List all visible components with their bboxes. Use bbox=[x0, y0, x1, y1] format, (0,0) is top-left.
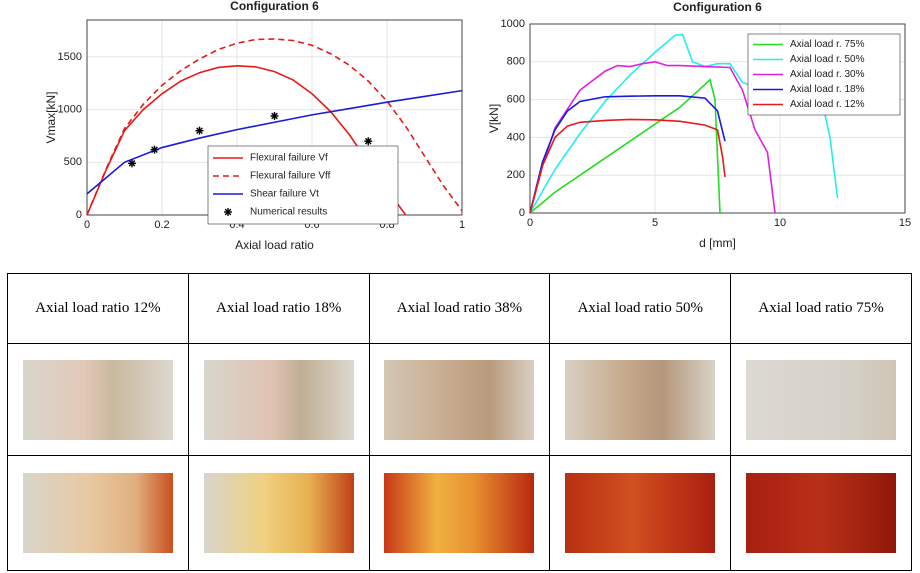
legend-box bbox=[207, 145, 399, 225]
y-tick-label: 0 bbox=[76, 209, 82, 221]
y-tick-label: 0 bbox=[519, 207, 525, 219]
y-tick-label: 800 bbox=[507, 56, 525, 68]
damage-image bbox=[203, 473, 354, 553]
marker bbox=[128, 159, 136, 168]
legend-label: Flexural failure Vf bbox=[250, 153, 328, 164]
legend-label: Axial load r. 30% bbox=[790, 69, 865, 80]
x-tick-label: 5 bbox=[652, 217, 658, 229]
x-axis-label: Axial load ratio bbox=[235, 238, 314, 252]
crack-image bbox=[565, 359, 716, 440]
image-cell bbox=[187, 455, 370, 571]
legend-marker bbox=[224, 208, 232, 216]
damage-image bbox=[22, 473, 173, 553]
y-axis-label: V[kN] bbox=[487, 104, 501, 133]
damage-image bbox=[565, 473, 716, 553]
y-tick-label: 1000 bbox=[58, 104, 82, 116]
x-tick-label: 15 bbox=[899, 217, 911, 229]
legend-label: Numerical results bbox=[250, 207, 327, 218]
legend-label: Flexural failure Vff bbox=[250, 171, 331, 182]
series-line bbox=[529, 60, 776, 214]
header-cell: Axial load ratio 50% bbox=[549, 273, 732, 344]
legend-label: Shear failure Vt bbox=[250, 189, 319, 200]
crack-image bbox=[22, 359, 173, 440]
crack-image bbox=[384, 359, 535, 440]
y-tick-label: 200 bbox=[507, 169, 525, 181]
series-line bbox=[529, 118, 726, 214]
marker bbox=[364, 137, 373, 146]
header-cell: Axial load ratio 38% bbox=[368, 273, 551, 344]
legend-label: Axial load r. 12% bbox=[790, 99, 865, 110]
axes-box bbox=[529, 23, 906, 214]
image-cell bbox=[368, 343, 551, 456]
series-line bbox=[529, 95, 726, 214]
damage-image bbox=[746, 473, 897, 553]
image-cell bbox=[730, 343, 912, 456]
marker-stroke bbox=[364, 137, 372, 145]
legend-label: Axial load r. 18% bbox=[790, 84, 865, 95]
y-tick-label: 400 bbox=[507, 131, 525, 143]
x-tick-label: 0.2 bbox=[154, 219, 169, 231]
marker-stroke bbox=[271, 112, 278, 120]
marker bbox=[270, 111, 279, 120]
series-line bbox=[86, 65, 407, 216]
result-table: Axial load ratio 12% Axial load ratio 18… bbox=[7, 273, 912, 571]
legend-label: Axial load r. 50% bbox=[790, 54, 865, 65]
image-cell bbox=[730, 455, 912, 571]
marker bbox=[150, 145, 159, 154]
series-line bbox=[86, 38, 463, 216]
x-axis-label: d [mm] bbox=[699, 236, 736, 250]
y-tick-label: 500 bbox=[64, 156, 82, 168]
damage-image bbox=[384, 473, 535, 553]
marker-stroke bbox=[196, 127, 203, 134]
image-cell bbox=[7, 343, 189, 456]
image-cell bbox=[549, 455, 732, 571]
image-row bbox=[7, 343, 912, 456]
image-cell bbox=[549, 343, 732, 456]
x-tick-label: 0 bbox=[84, 219, 90, 231]
y-tick-label: 1500 bbox=[58, 51, 82, 63]
header-cell: Axial load ratio 18% bbox=[187, 273, 370, 344]
crack-image bbox=[203, 359, 354, 440]
marker-stroke bbox=[224, 208, 232, 216]
image-cell bbox=[7, 455, 189, 571]
header-row: Axial load ratio 12% Axial load ratio 18… bbox=[7, 273, 912, 344]
y-tick-label: 600 bbox=[507, 94, 525, 106]
series-line bbox=[529, 78, 721, 214]
header-cell: Axial load ratio 12% bbox=[7, 273, 189, 344]
marker-stroke bbox=[151, 146, 158, 153]
x-tick-label: 0 bbox=[527, 217, 533, 229]
series-line bbox=[86, 89, 463, 195]
image-row bbox=[7, 455, 912, 571]
crack-image bbox=[746, 359, 897, 440]
chart-title: Configuration 6 bbox=[230, 0, 319, 13]
x-tick-label: 10 bbox=[774, 217, 786, 229]
y-axis-label: Vmax[kN] bbox=[44, 91, 58, 143]
x-tick-label: 1 bbox=[459, 219, 465, 231]
image-cell bbox=[368, 455, 551, 571]
chart-title: Configuration 6 bbox=[673, 0, 762, 14]
legend-label: Axial load r. 75% bbox=[790, 39, 865, 50]
marker-stroke bbox=[128, 160, 136, 167]
y-tick-label: 1000 bbox=[501, 18, 525, 30]
marker bbox=[195, 126, 204, 135]
header-cell: Axial load ratio 75% bbox=[730, 273, 912, 344]
image-cell bbox=[187, 343, 370, 456]
